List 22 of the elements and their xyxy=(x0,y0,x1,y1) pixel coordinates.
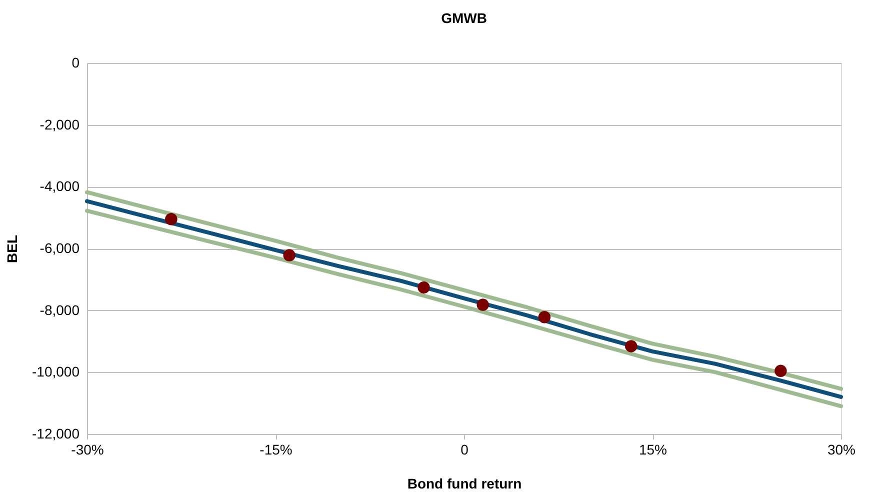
point xyxy=(476,298,489,311)
x-tick-label: 0 xyxy=(460,442,469,458)
x-axis-title: Bond fund return xyxy=(407,476,522,492)
chart-title: GMWB xyxy=(441,10,487,26)
x-tick-label: 30% xyxy=(827,442,856,458)
y-tick-label: -6,000 xyxy=(40,240,80,256)
y-axis-title: BEL xyxy=(4,234,20,263)
y-tick-label: -10,000 xyxy=(32,364,80,380)
y-tick-label: -2,000 xyxy=(40,116,80,132)
y-tick-label: -8,000 xyxy=(40,302,80,318)
point xyxy=(774,364,787,378)
point xyxy=(538,311,551,324)
x-tick-label: 15% xyxy=(638,442,668,458)
y-tick-label: -4,000 xyxy=(40,178,80,194)
point xyxy=(625,340,638,352)
y-tick-label: -12,000 xyxy=(32,426,80,442)
x-tick-label: -30% xyxy=(71,442,104,458)
point xyxy=(283,249,296,262)
point xyxy=(165,213,178,226)
y-tick-label: 0 xyxy=(72,54,80,70)
x-tick-label: -15% xyxy=(260,442,292,458)
point xyxy=(418,281,430,294)
